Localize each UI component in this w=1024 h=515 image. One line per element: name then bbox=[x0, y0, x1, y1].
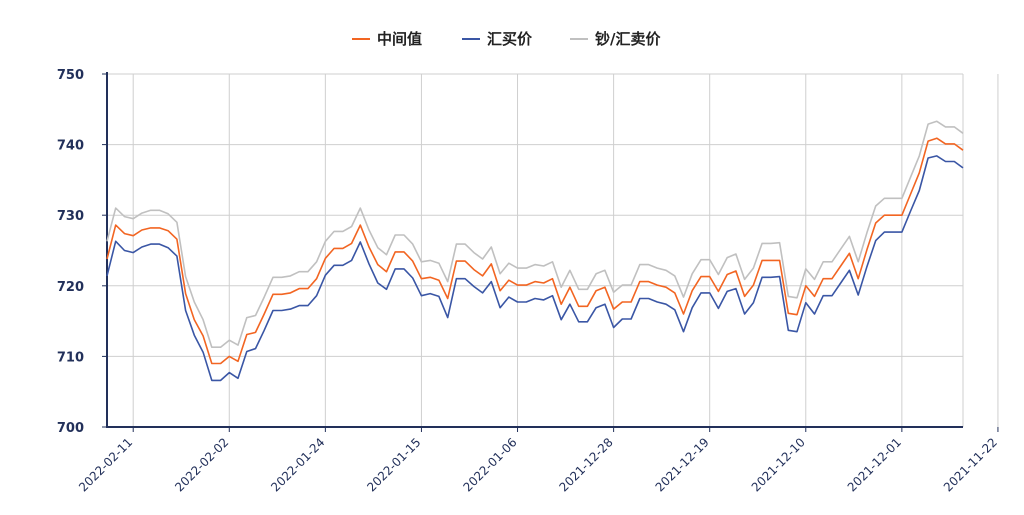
y-tick-labels: 700 710 720 730 740 750 bbox=[57, 68, 84, 436]
y-tick-label: 730 bbox=[57, 209, 84, 224]
series-lines bbox=[106, 120, 964, 382]
series-line-0 bbox=[106, 137, 964, 365]
y-tick-label: 720 bbox=[57, 280, 84, 295]
x-tick-label: 2022-02-02 bbox=[172, 435, 231, 494]
x-tick-label: 2022-01-24 bbox=[268, 435, 327, 494]
y-tick-label: 750 bbox=[57, 68, 84, 83]
x-tick-labels: 2022-02-11 2022-02-02 2022-01-24 2022-01-15… bbox=[76, 435, 1000, 494]
legend-label: 中间值 bbox=[377, 30, 422, 48]
x-tick-label: 2021-12-19 bbox=[653, 435, 712, 494]
y-tick-label: 700 bbox=[57, 421, 84, 436]
grid bbox=[107, 73, 999, 427]
series-line-1 bbox=[106, 155, 964, 382]
legend-label: 汇买价 bbox=[487, 30, 533, 48]
x-tick-label: 2021-12-10 bbox=[749, 435, 808, 494]
x-tick-label: 2021-11-22 bbox=[941, 435, 1000, 494]
axes bbox=[102, 72, 999, 432]
legend-label: 钞/汇卖价 bbox=[595, 30, 661, 48]
x-tick-label: 2022-02-11 bbox=[76, 435, 135, 494]
series-line-2 bbox=[106, 120, 964, 349]
x-tick-label: 2022-01-06 bbox=[460, 435, 519, 494]
x-tick-label: 2022-01-15 bbox=[364, 435, 423, 494]
legend: 中间值 汇买价 钞/汇卖价 bbox=[352, 30, 661, 48]
x-tick-label: 2021-12-01 bbox=[845, 435, 904, 494]
y-tick-label: 740 bbox=[57, 139, 84, 154]
y-tick-label: 710 bbox=[57, 350, 84, 365]
x-tick-label: 2021-12-28 bbox=[557, 435, 616, 494]
